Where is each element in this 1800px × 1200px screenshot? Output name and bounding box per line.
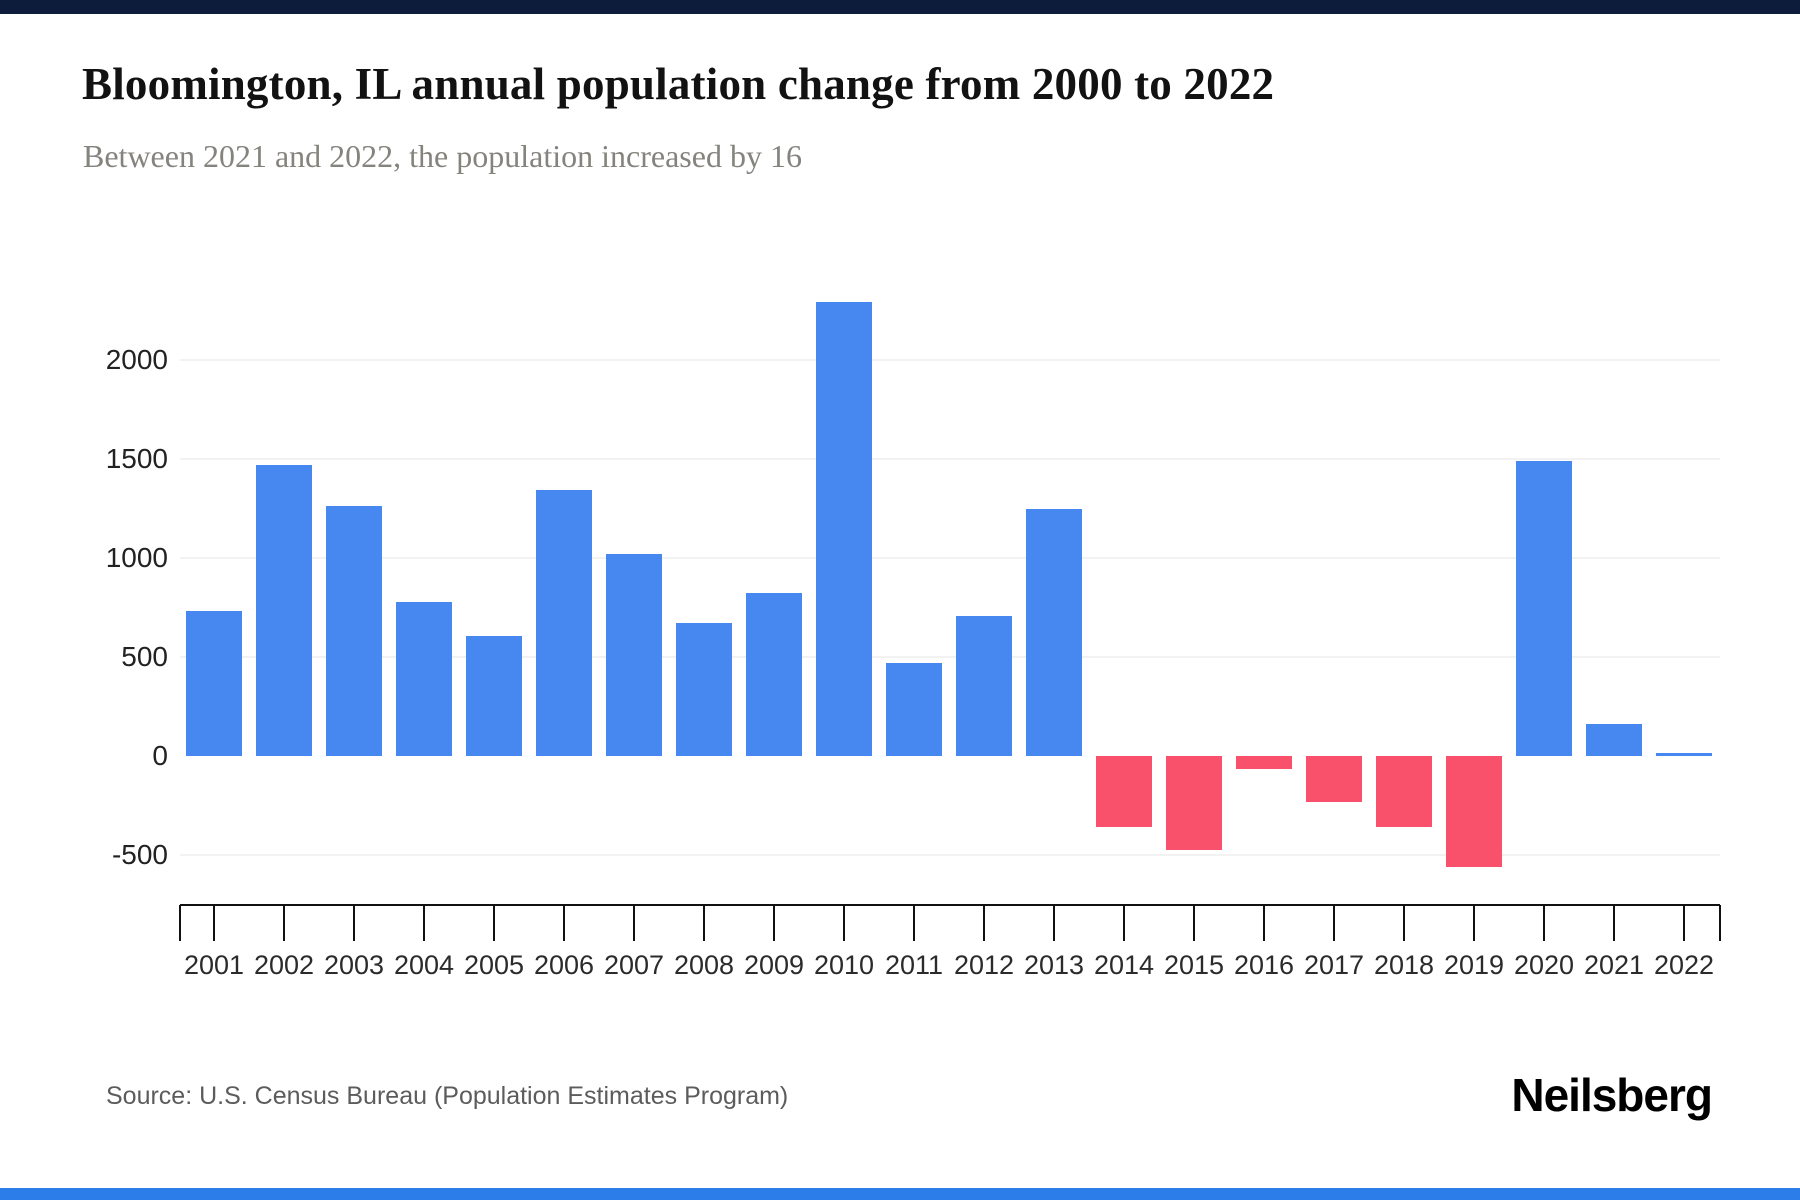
x-axis-tick (213, 905, 215, 941)
x-axis-tick (773, 905, 775, 941)
bar-2004[interactable] (396, 602, 452, 756)
x-axis-tick (1473, 905, 1475, 941)
x-axis-tick (353, 905, 355, 941)
x-axis-label-2002: 2002 (253, 950, 315, 980)
bar-2016[interactable] (1236, 756, 1292, 769)
x-axis-label-2004: 2004 (393, 950, 455, 980)
x-axis-label-2012: 2012 (953, 950, 1015, 980)
x-axis-label-2007: 2007 (603, 950, 665, 980)
chart-subtitle: Between 2021 and 2022, the population in… (83, 138, 802, 174)
x-axis-tick (1333, 905, 1335, 941)
top-accent-bar (0, 0, 1800, 14)
x-axis-tick (1263, 905, 1265, 941)
bar-2020[interactable] (1516, 460, 1572, 756)
y-axis-tick-label: 500 (121, 640, 168, 672)
x-axis-label-2011: 2011 (884, 950, 944, 980)
x-axis-tick (1053, 905, 1055, 941)
x-axis-label-2006: 2006 (533, 950, 595, 980)
bar-2018[interactable] (1376, 756, 1432, 828)
x-axis-label-2013: 2013 (1023, 950, 1085, 980)
gridline-2000 (180, 358, 1720, 361)
y-axis-tick-label: -500 (111, 839, 168, 871)
gridline-500 (180, 655, 1720, 658)
x-axis-line (180, 904, 1720, 906)
bar-2002[interactable] (256, 464, 312, 756)
bar-2019[interactable] (1446, 756, 1502, 867)
bar-2017[interactable] (1306, 756, 1362, 802)
bar-2008[interactable] (676, 623, 732, 756)
source-note: Source: U.S. Census Bureau (Population E… (106, 1082, 789, 1110)
x-axis-label-2022: 2022 (1653, 950, 1715, 980)
x-axis-tick (423, 905, 425, 941)
neilsberg-logo: Neilsberg (1511, 1069, 1713, 1121)
y-axis-tick-label: 2000 (105, 343, 168, 375)
bar-2006[interactable] (536, 490, 592, 756)
bar-2014[interactable] (1096, 756, 1152, 828)
x-axis-tick (493, 905, 495, 941)
x-axis-label-2008: 2008 (673, 950, 735, 980)
bar-2005[interactable] (466, 636, 522, 756)
x-axis-tick (913, 905, 915, 941)
x-axis-label-2010: 2010 (813, 950, 875, 980)
bar-2022[interactable] (1656, 752, 1712, 756)
bar-2001[interactable] (186, 611, 242, 756)
x-axis-tick (1683, 905, 1685, 941)
x-axis-tick (1613, 905, 1615, 941)
x-axis-tick (633, 905, 635, 941)
x-axis-tick (1719, 905, 1721, 941)
x-axis-label-2015: 2015 (1163, 950, 1225, 980)
y-axis-tick-label: 1500 (105, 442, 168, 474)
x-axis-tick (563, 905, 565, 941)
bar-2009[interactable] (746, 593, 802, 756)
gridline--500 (180, 854, 1720, 857)
bar-2012[interactable] (956, 616, 1012, 756)
bar-2003[interactable] (326, 506, 382, 756)
x-axis-tick (1403, 905, 1405, 941)
bar-2015[interactable] (1166, 756, 1222, 851)
x-axis-tick (703, 905, 705, 941)
y-axis-tick-label: 1000 (105, 541, 168, 573)
x-axis-label-2003: 2003 (323, 950, 385, 980)
x-axis-label-2019: 2019 (1443, 950, 1505, 980)
chart-title: Bloomington, IL annual population change… (82, 59, 1275, 109)
x-axis-label-2005: 2005 (463, 950, 525, 980)
x-axis-tick (983, 905, 985, 941)
gridline-1500 (180, 457, 1720, 460)
x-axis-label-2021: 2021 (1583, 950, 1645, 980)
gridline-1000 (180, 556, 1720, 559)
x-axis-label-2017: 2017 (1303, 950, 1365, 980)
bar-2011[interactable] (886, 662, 942, 756)
x-axis-label-2001: 2001 (183, 950, 245, 980)
x-axis-tick (1123, 905, 1125, 941)
y-axis-tick-label: 0 (152, 740, 168, 771)
x-axis-tick (1193, 905, 1195, 941)
bar-2007[interactable] (606, 553, 662, 756)
x-axis-label-2009: 2009 (743, 950, 805, 980)
x-axis-tick (283, 905, 285, 941)
x-axis-tick (843, 905, 845, 941)
x-axis-tick (1543, 905, 1545, 941)
x-axis-label-2018: 2018 (1373, 950, 1435, 980)
x-axis-label-2016: 2016 (1233, 950, 1295, 980)
bottom-accent-bar (0, 1188, 1800, 1200)
bar-2010[interactable] (816, 302, 872, 756)
x-axis-tick (179, 905, 181, 941)
bar-2013[interactable] (1026, 509, 1082, 756)
x-axis-label-2014: 2014 (1093, 950, 1155, 980)
bar-2021[interactable] (1586, 724, 1642, 756)
x-axis-label-2020: 2020 (1513, 950, 1575, 980)
